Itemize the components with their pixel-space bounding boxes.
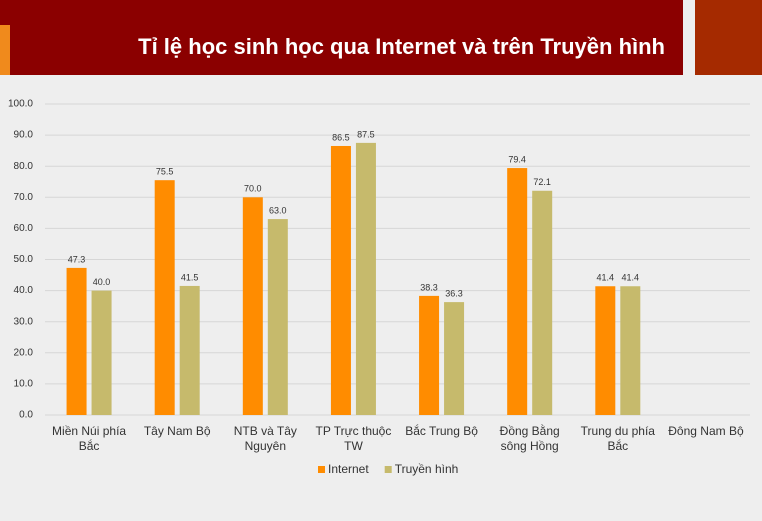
y-tick-label: 50.0: [14, 254, 34, 265]
y-tick-label: 60.0: [14, 223, 34, 234]
bar: [419, 295, 440, 415]
corner-block: [695, 0, 762, 75]
bar: [595, 286, 616, 415]
value-label: 41.4: [622, 273, 640, 283]
x-tick-label: TP Trực thuộc TW: [315, 424, 392, 453]
legend-label: Internet: [328, 462, 369, 476]
y-tick-label: 80.0: [14, 161, 34, 172]
x-tick-label: Miền Núi phía Bắc: [52, 424, 127, 453]
x-tick-label: Đồng Bằng sông Hồng: [499, 424, 560, 453]
bar: [444, 302, 465, 415]
value-label: 87.5: [357, 129, 375, 139]
bar: [267, 219, 288, 415]
y-tick-label: 10.0: [14, 379, 34, 390]
bar: [532, 190, 553, 415]
x-tick-label: Trung du phía Bắc: [580, 424, 655, 453]
y-tick-label: 20.0: [14, 347, 34, 358]
legend-label: Truyền hình: [395, 462, 459, 476]
y-tick-label: 30.0: [14, 316, 34, 327]
legend-swatch: [318, 466, 325, 473]
bar: [507, 168, 528, 415]
value-label: 75.5: [156, 167, 174, 177]
value-label: 79.4: [508, 154, 526, 164]
value-label: 41.5: [181, 272, 199, 282]
title-banner: [0, 0, 683, 75]
y-tick-label: 70.0: [14, 192, 34, 203]
banner-accent: [0, 25, 10, 75]
y-tick-label: 0.0: [19, 410, 33, 421]
bar: [66, 267, 87, 415]
bar: [154, 180, 175, 415]
bar: [330, 145, 351, 416]
y-tick-label: 90.0: [14, 130, 34, 141]
value-label: 36.3: [445, 288, 463, 298]
value-label: 38.3: [420, 282, 438, 292]
value-label: 41.4: [597, 273, 615, 283]
x-tick-label: Tây Nam Bộ: [143, 424, 211, 438]
y-tick-label: 100.0: [8, 99, 33, 110]
value-label: 86.5: [332, 132, 350, 142]
value-label: 47.3: [68, 254, 86, 264]
chart-title: Tỉ lệ học sinh học qua Internet và trên …: [138, 34, 665, 59]
bar: [620, 286, 641, 415]
value-label: 40.0: [93, 277, 111, 287]
bar: [91, 290, 112, 415]
x-tick-label: Bắc Trung Bộ: [405, 424, 478, 438]
value-label: 63.0: [269, 205, 287, 215]
value-label: 70.0: [244, 184, 262, 194]
bar: [242, 197, 263, 415]
legend-swatch: [384, 466, 392, 473]
x-tick-label: Đông Nam Bộ: [668, 424, 744, 438]
value-label: 72.1: [533, 177, 551, 187]
x-tick-label: NTB và Tây Nguyên: [233, 424, 297, 453]
y-tick-label: 40.0: [14, 285, 34, 296]
bar: [179, 285, 200, 415]
bar: [355, 142, 376, 415]
